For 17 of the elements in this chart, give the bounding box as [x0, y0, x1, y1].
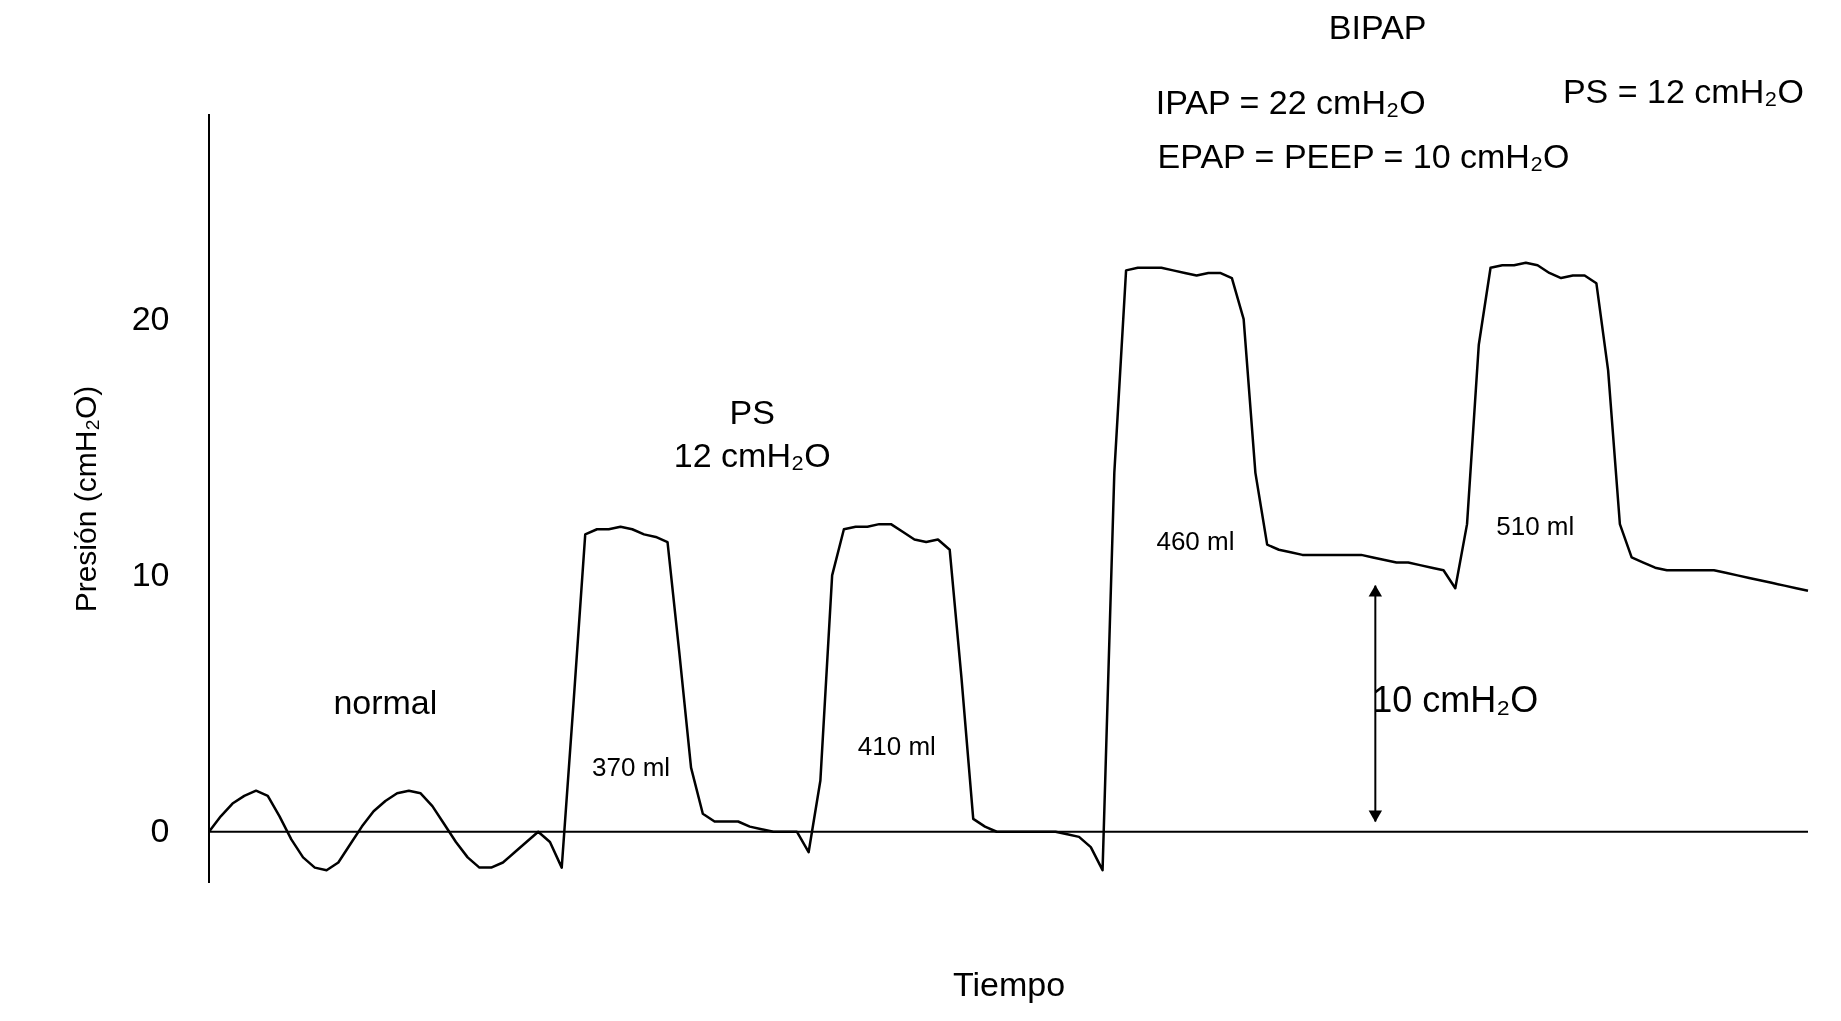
annotation: 510 ml	[1496, 510, 1575, 541]
x-axis-title: Tiempo	[952, 964, 1066, 1003]
y-tick-label: 10	[131, 554, 170, 593]
text: BIPAP	[1328, 8, 1427, 47]
annotation: 12 cmH₂O	[673, 436, 831, 475]
annotation: 10 cmH₂O	[1372, 679, 1539, 720]
y-axis-title: Presión (cmH₂O)	[68, 385, 102, 613]
text: PS = 12 cmH₂O	[1562, 72, 1804, 111]
y-tick-label: 0	[150, 811, 170, 850]
annotation: IPAP = 22 cmH₂O	[1155, 82, 1426, 121]
annotation: 410 ml	[857, 731, 936, 762]
y-tick-label: 20	[131, 298, 170, 337]
annotation: normal	[333, 682, 438, 721]
annotation: 460 ml	[1156, 526, 1235, 557]
annotation: PS	[729, 392, 775, 431]
annotation: EPAP = PEEP = 10 cmH₂O	[1157, 136, 1570, 175]
annotation: 370 ml	[592, 751, 671, 782]
